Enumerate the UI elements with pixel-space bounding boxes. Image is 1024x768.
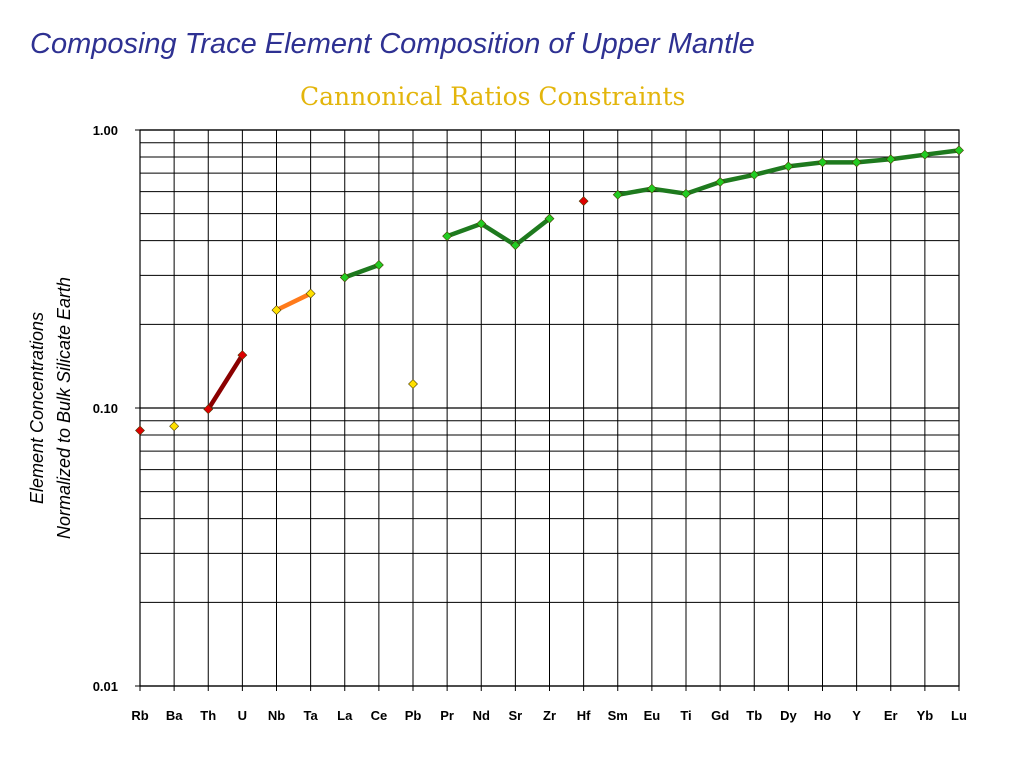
x-tick-label: Ta (304, 708, 319, 723)
data-point-marker (442, 231, 453, 242)
data-point-marker (237, 350, 248, 361)
y-tick-label: 0.10 (93, 401, 118, 416)
data-point-marker (783, 161, 794, 172)
x-tick-label: Dy (780, 708, 797, 723)
series-line (342, 262, 382, 280)
x-tick-label: Nd (473, 708, 490, 723)
data-point-marker (715, 177, 726, 187)
x-tick-label: Lu (951, 708, 967, 723)
x-tick-label: Ho (814, 708, 831, 723)
data-point-marker (612, 189, 623, 200)
x-tick-label: Y (852, 708, 861, 723)
data-point-marker (885, 154, 896, 165)
data-point-marker (135, 425, 145, 436)
x-tick-label: Zr (543, 708, 556, 723)
data-point-marker (646, 183, 657, 194)
x-tick-label: Yb (917, 708, 934, 723)
x-tick-label: Tb (746, 708, 762, 723)
data-point-marker (476, 218, 487, 229)
data-point-marker (169, 421, 180, 432)
x-tick-label: Nb (268, 708, 285, 723)
x-tick-label: Ba (166, 708, 183, 723)
x-tick-label: Gd (711, 708, 729, 723)
series-line (274, 291, 313, 313)
x-tick-label: Ti (680, 708, 691, 723)
data-point-marker (544, 213, 555, 224)
chart-grid (135, 129, 960, 691)
data-point-marker (510, 240, 521, 251)
data-point-marker (919, 149, 930, 160)
data-point-marker (339, 272, 350, 283)
x-tick-label: Sm (608, 708, 628, 723)
data-point-marker (305, 288, 316, 299)
data-point-marker (203, 404, 214, 415)
series-line (206, 352, 245, 412)
x-tick-label: Sr (509, 708, 523, 723)
y-tick-label: 1.00 (93, 123, 118, 138)
x-tick-label: La (337, 708, 353, 723)
data-point-marker (749, 169, 760, 180)
series-line (444, 216, 552, 248)
data-point-marker (954, 145, 964, 156)
page-subtitle: Cannonical Ratios Constraints (300, 82, 686, 111)
x-tick-label: Th (200, 708, 216, 723)
x-tick-label: Pr (440, 708, 454, 723)
x-tick-label: Er (884, 708, 898, 723)
x-tick-labels: Rb Ba Th U Nb Ta La Ce Pb Pr Nd Sr Zr Hf Sm Eu Ti Gd Tb Dy H… (131, 708, 967, 723)
data-point-marker (408, 379, 418, 389)
data-point-marker (271, 305, 282, 316)
y-axis-title-line: Normalized to Bulk Silicate Earth (54, 277, 74, 539)
data-point-marker (817, 157, 828, 168)
x-tick-label: Pb (405, 708, 422, 723)
x-tick-label: Rb (131, 708, 148, 723)
data-point-marker (681, 188, 691, 199)
data-point-marker (851, 157, 862, 168)
y-axis-title: Element Concentrations Normalized to Bulk… (27, 277, 74, 539)
y-tick-labels: 1.00 0.10 0.01 (93, 123, 118, 694)
x-tick-label: Ce (371, 708, 388, 723)
x-tick-label: U (238, 708, 247, 723)
page-title: Composing Trace Element Composition of U… (30, 28, 755, 60)
x-tick-label: Eu (644, 708, 661, 723)
data-point-marker (373, 260, 384, 270)
data-point-marker (578, 196, 589, 207)
y-tick-label: 0.01 (93, 679, 118, 694)
series-markers (135, 145, 964, 436)
x-tick-label: Hf (577, 708, 591, 723)
y-axis-title-line: Element Concentrations (27, 312, 47, 504)
